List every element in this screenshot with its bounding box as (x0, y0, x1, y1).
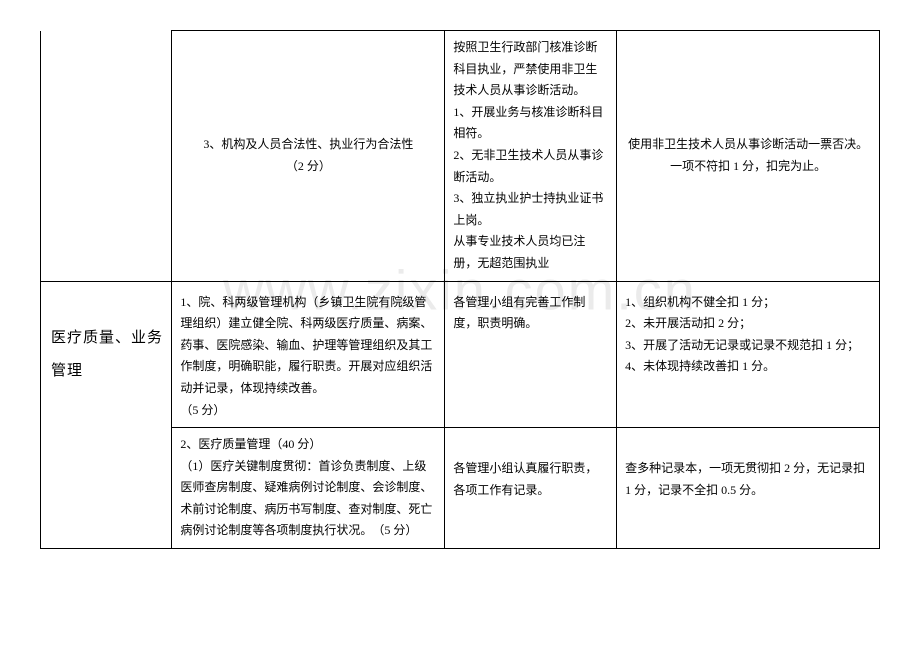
cell-item: 2、医疗质量管理（40 分）（1）医疗关键制度贯彻：首诊负责制度、上级医师查房制… (172, 428, 445, 549)
cell-item: 3、机构及人员合法性、执业行为合法性（2 分） (172, 31, 445, 282)
table-row: 2、医疗质量管理（40 分）（1）医疗关键制度贯彻：首诊负责制度、上级医师查房制… (41, 428, 880, 549)
evaluation-table: 3、机构及人员合法性、执业行为合法性（2 分） 按照卫生行政部门核准诊断科目执业… (40, 30, 880, 549)
table-row: 3、机构及人员合法性、执业行为合法性（2 分） 按照卫生行政部门核准诊断科目执业… (41, 31, 880, 282)
cell-category (41, 31, 172, 282)
cell-scoring: 查多种记录本，一项无贯彻扣 2 分，无记录扣 1 分，记录不全扣 0.5 分。 (617, 428, 880, 549)
cell-scoring: 1、组织机构不健全扣 1 分；2、未开展活动扣 2 分；3、开展了活动无记录或记… (617, 281, 880, 428)
cell-criteria: 各管理小组认真履行职责，各项工作有记录。 (445, 428, 617, 549)
cell-category: 医疗质量、业务管理 (41, 281, 172, 428)
cell-criteria: 各管理小组有完善工作制度，职责明确。 (445, 281, 617, 428)
cell-item: 1、院、科两级管理机构（乡镇卫生院有院级管理组织）建立健全院、科两级医疗质量、病… (172, 281, 445, 428)
cell-criteria: 按照卫生行政部门核准诊断科目执业，严禁使用非卫生技术人员从事诊断活动。1、开展业… (445, 31, 617, 282)
cell-category (41, 428, 172, 549)
table-row: 医疗质量、业务管理 1、院、科两级管理机构（乡镇卫生院有院级管理组织）建立健全院… (41, 281, 880, 428)
cell-scoring: 使用非卫生技术人员从事诊断活动一票否决。一项不符扣 1 分，扣完为止。 (617, 31, 880, 282)
